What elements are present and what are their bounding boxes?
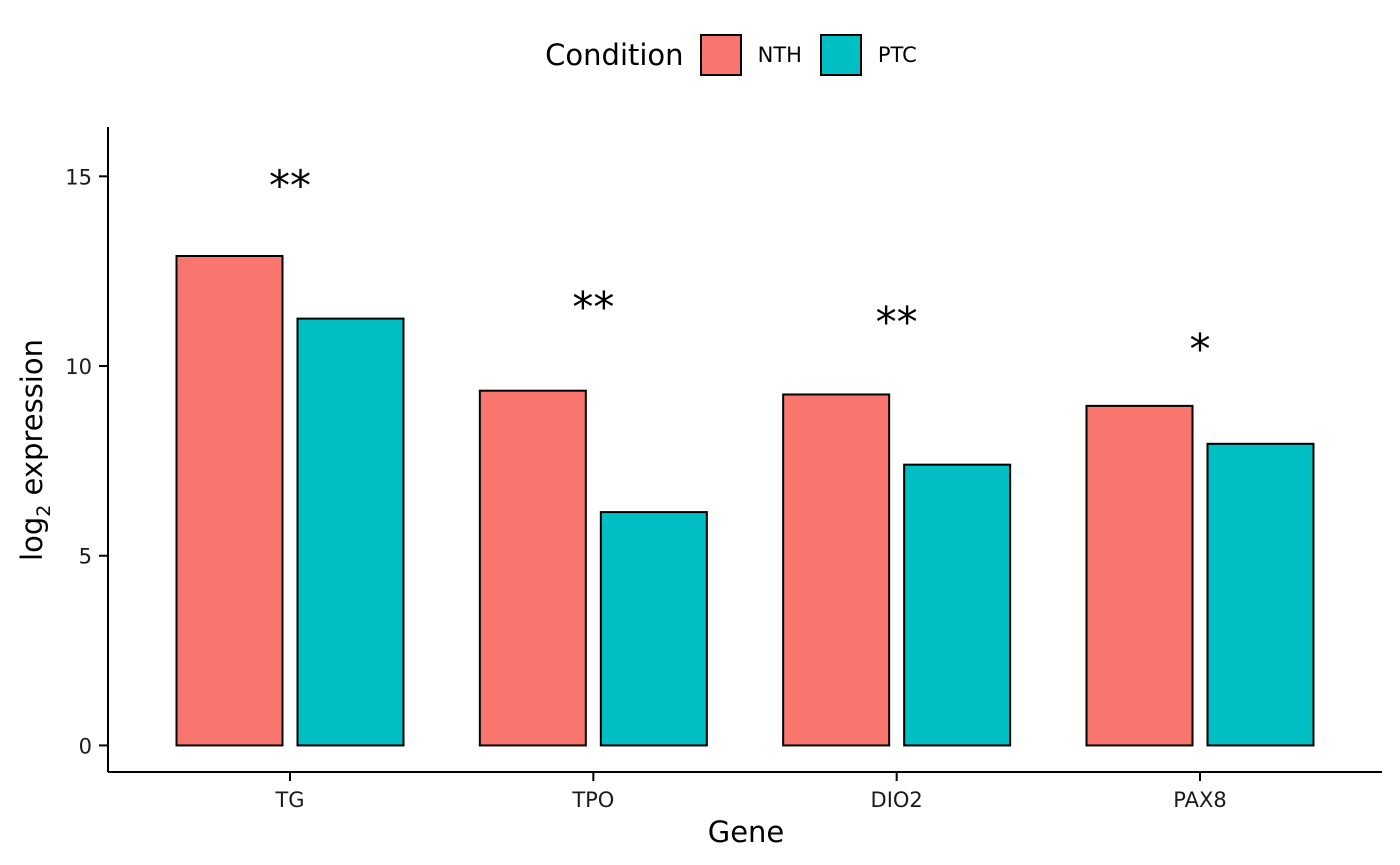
- bar-ptc-pax8: [1206, 442, 1315, 747]
- significance-label: **: [269, 161, 311, 210]
- legend-item-ptc: PTC: [819, 34, 917, 76]
- bar-ptc-tpo: [599, 511, 708, 747]
- legend-label-ptc: PTC: [877, 43, 917, 67]
- x-axis-ticks: TG TPO DIO2 PAX8: [274, 772, 1227, 812]
- bar-nth-dio2: [782, 393, 891, 747]
- y-tick-label: 0: [79, 734, 92, 758]
- bars-group: [175, 255, 1315, 747]
- legend: Condition NTH PTC: [0, 30, 1400, 80]
- legend-swatch-nth: [699, 34, 742, 76]
- y-axis-title-main: log: [15, 517, 49, 561]
- bar-nth-tg: [175, 255, 284, 747]
- legend-item-nth: NTH: [699, 34, 802, 76]
- bar-ptc-tg: [296, 317, 405, 747]
- y-axis-title-rest: expression: [15, 339, 49, 505]
- y-tick-label: 10: [65, 355, 92, 379]
- significance-label: **: [572, 283, 614, 332]
- legend-swatch-ptc: [819, 34, 862, 76]
- x-tick-label: DIO2: [871, 788, 923, 812]
- bar-nth-pax8: [1085, 404, 1194, 747]
- legend-title: Condition: [545, 38, 684, 72]
- x-tick-label: TPO: [571, 788, 614, 812]
- y-axis-ticks: 0 5 10 15: [65, 165, 108, 758]
- y-tick-label: 15: [65, 165, 92, 189]
- x-tick-label: TG: [274, 788, 304, 812]
- significance-label: **: [876, 298, 918, 347]
- y-axis-title-subscript: 2: [33, 505, 55, 517]
- x-tick-label: PAX8: [1173, 788, 1226, 812]
- significance-annotations: **** ***: [269, 161, 1211, 373]
- bar-nth-tpo: [478, 389, 587, 747]
- y-axis-title: log2 expression: [15, 339, 55, 561]
- bar-ptc-dio2: [903, 463, 1012, 747]
- significance-label: *: [1190, 324, 1211, 373]
- legend-label-nth: NTH: [757, 43, 802, 67]
- y-tick-label: 5: [79, 545, 92, 569]
- x-axis-title: Gene: [708, 815, 785, 849]
